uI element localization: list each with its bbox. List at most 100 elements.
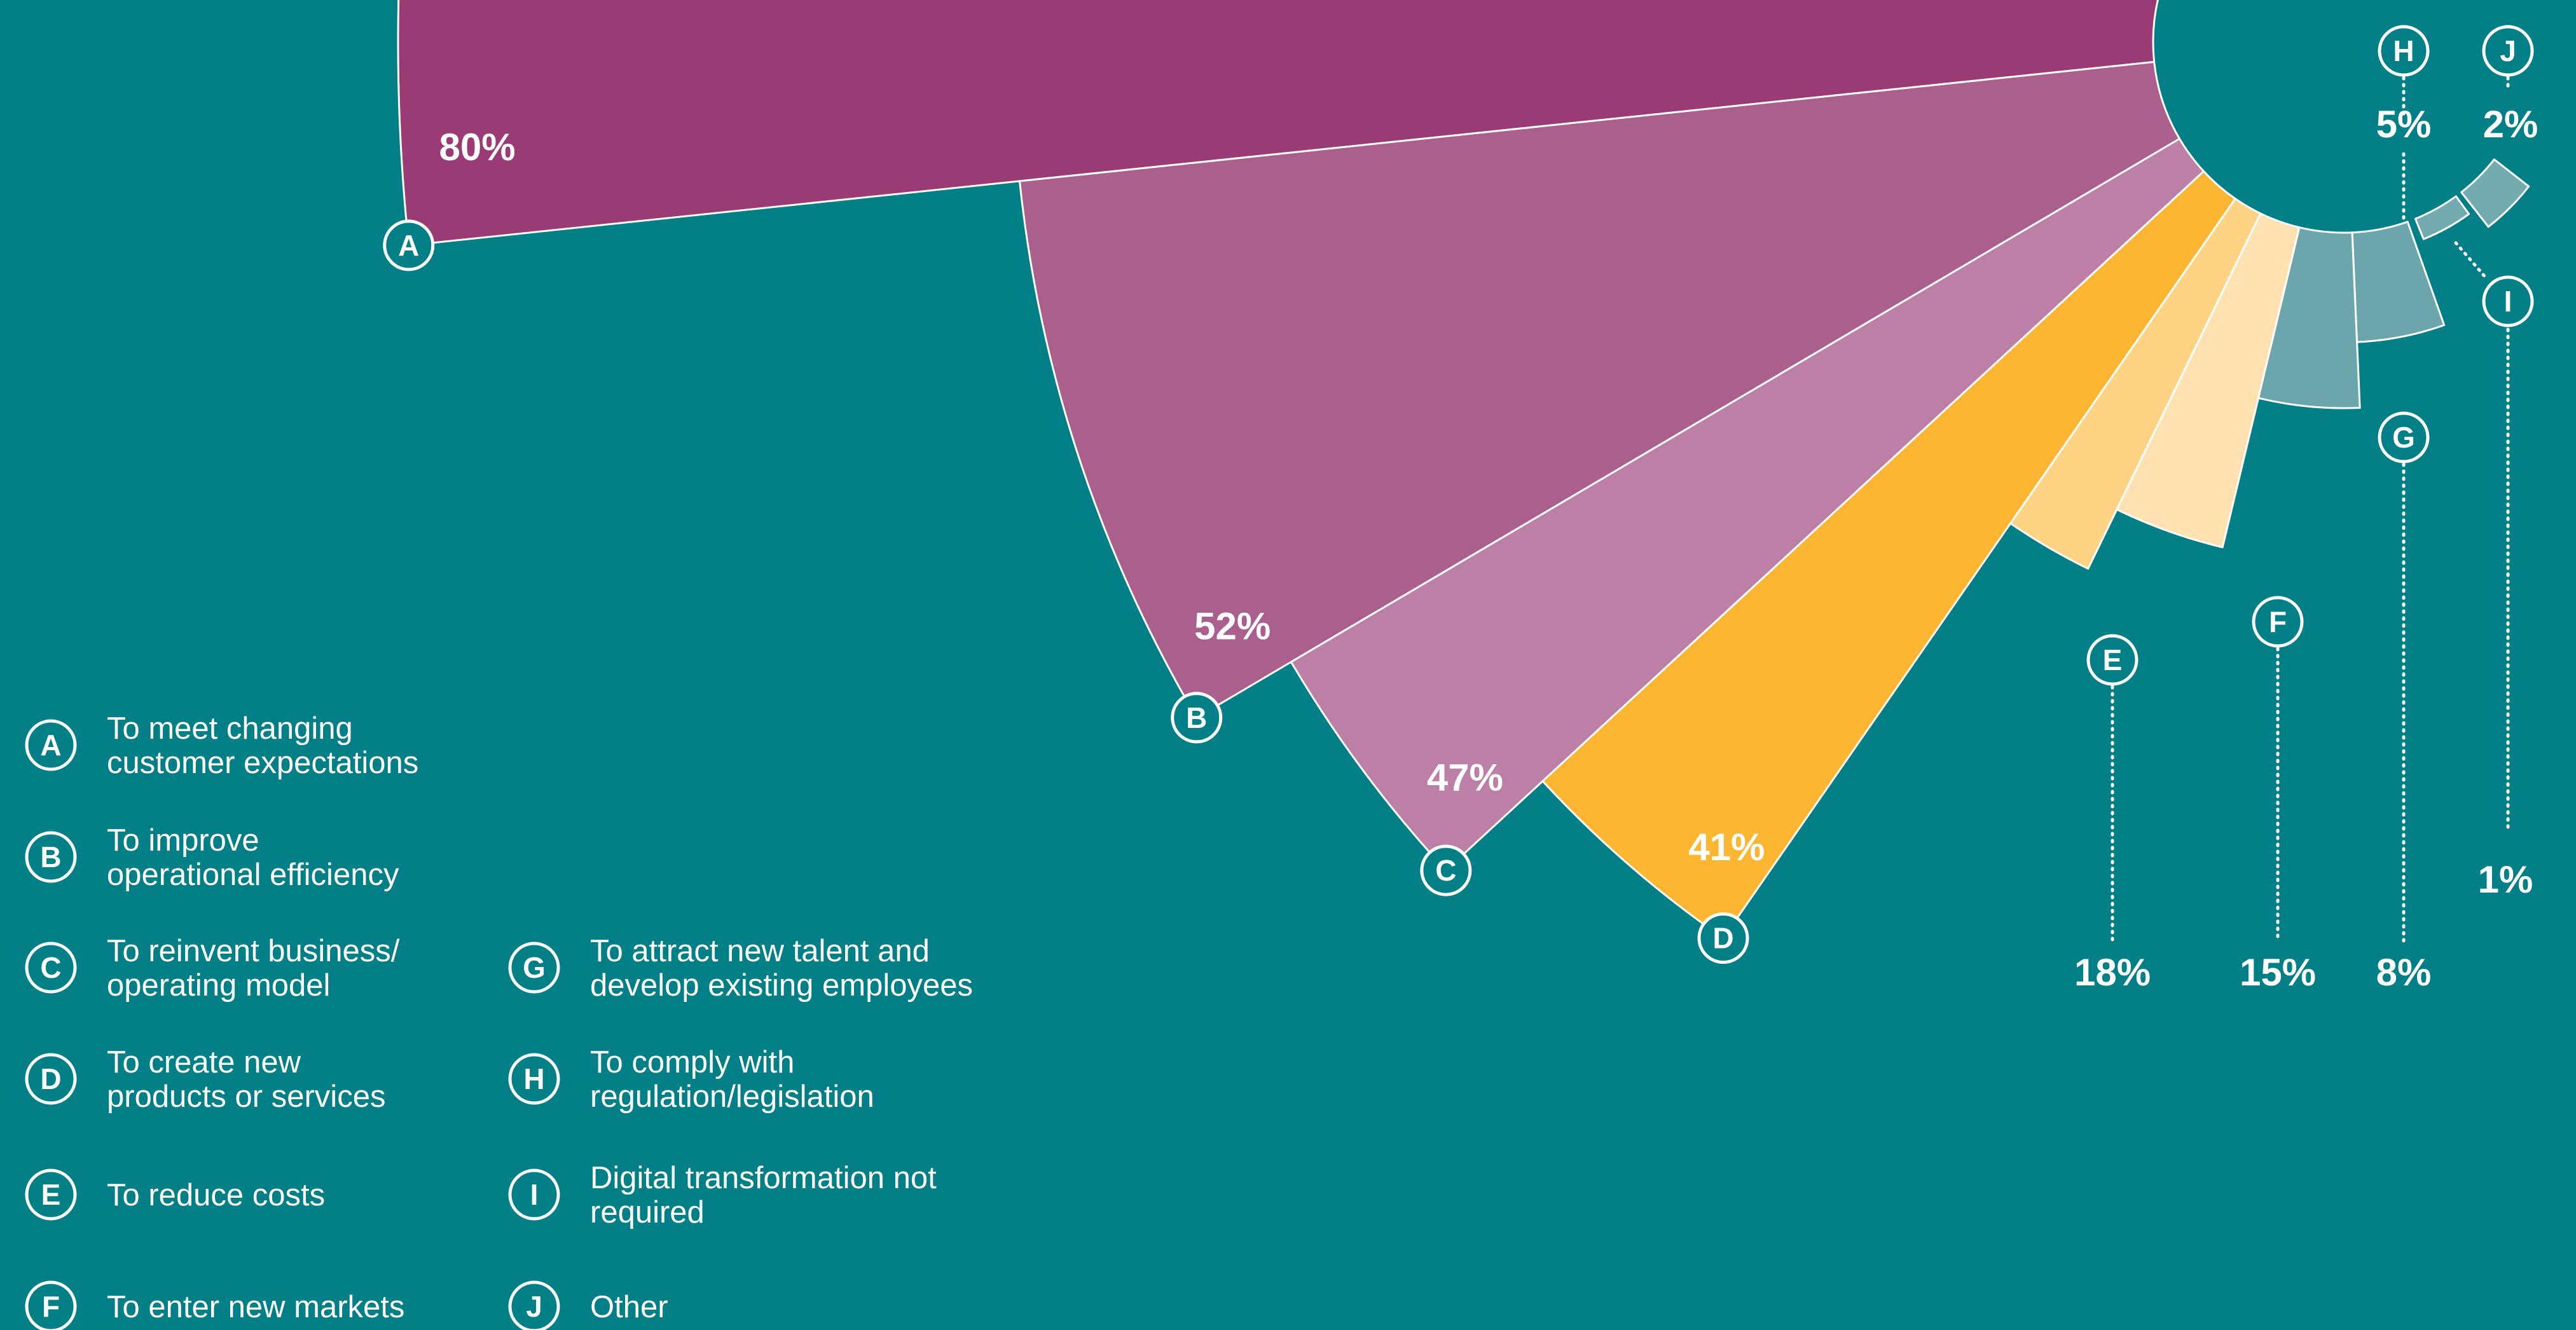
legend-badge-circle bbox=[25, 719, 77, 771]
badge-i: I bbox=[2482, 275, 2534, 327]
legend-badge-letter: F bbox=[42, 1290, 60, 1323]
legend-label: To comply with regulation/legislation bbox=[590, 1045, 874, 1114]
legend-label-line: required bbox=[590, 1195, 705, 1230]
badge-letter: I bbox=[2504, 285, 2512, 318]
badge-a: A bbox=[383, 219, 435, 271]
legend-badge-letter: E bbox=[41, 1178, 61, 1211]
legend-badge-circle bbox=[25, 831, 77, 883]
legend-badge-letter: A bbox=[40, 729, 61, 762]
callout-leaders bbox=[2111, 76, 2510, 943]
badge-letter: D bbox=[1712, 922, 1733, 955]
legend-label-line: products or services bbox=[107, 1080, 385, 1114]
legend-item-b: B To improve operational efficiency bbox=[25, 823, 399, 892]
legend-badge-letter: G bbox=[523, 951, 546, 984]
badge-d: D bbox=[1697, 912, 1749, 964]
legend-badge-circle bbox=[25, 1280, 77, 1330]
badge-letter: J bbox=[2500, 34, 2516, 67]
legend-badge-circle bbox=[508, 1280, 560, 1330]
badge-letter: F bbox=[2269, 605, 2287, 638]
legend-label-line: regulation/legislation bbox=[590, 1080, 874, 1114]
legend-label: To reduce costs bbox=[107, 1178, 325, 1212]
legend-badge-circle bbox=[508, 942, 560, 994]
value-label-f: 15% bbox=[2240, 951, 2316, 994]
legend-label-line: To reinvent business/ bbox=[107, 934, 400, 968]
sector-j bbox=[2460, 158, 2530, 228]
legend-item-a: A To meet changing customer expectations bbox=[25, 711, 418, 780]
legend-label: To create new products or services bbox=[107, 1045, 385, 1114]
legend-label: To attract new talent and develop existin… bbox=[590, 934, 973, 1003]
value-label-e: 18% bbox=[2074, 951, 2151, 994]
value-labels: 80% 52% 47% 41% 18% 15% 8% 5% 2% 1% bbox=[439, 103, 2538, 994]
badge-letter: G bbox=[2392, 421, 2415, 454]
legend-item-d: D To create new products or services bbox=[25, 1045, 385, 1114]
sector-i bbox=[2414, 195, 2470, 240]
badge-circle bbox=[2378, 411, 2430, 463]
value-label-c: 47% bbox=[1427, 757, 1503, 799]
legend-label-line: To create new bbox=[107, 1045, 301, 1080]
value-label-i: 1% bbox=[2478, 858, 2533, 901]
legend: A To meet changing customer expectations B T… bbox=[25, 711, 973, 1330]
sector-g bbox=[2257, 226, 2361, 409]
legend-label: To enter new markets bbox=[107, 1290, 404, 1324]
legend-badge-circle bbox=[25, 1169, 77, 1221]
legend-label: Digital transformation not required bbox=[590, 1161, 937, 1230]
sector-b bbox=[1018, 60, 2181, 719]
legend-label: To improve operational efficiency bbox=[107, 823, 399, 892]
sector-f bbox=[2116, 212, 2301, 549]
legend-item-g: G To attract new talent and develop existi… bbox=[508, 934, 973, 1003]
legend-label: To meet changing customer expectations bbox=[107, 711, 418, 780]
legend-label-line: To enter new markets bbox=[107, 1290, 404, 1324]
legend-label-line: To meet changing bbox=[107, 711, 353, 746]
legend-badge-circle bbox=[508, 1169, 560, 1221]
sector-badges: A B C D E F G H J I bbox=[383, 25, 2534, 964]
legend-label: Other bbox=[590, 1290, 668, 1324]
badge-letter: E bbox=[2103, 643, 2123, 676]
legend-badge-letter: C bbox=[40, 951, 61, 984]
legend-badge-circle bbox=[25, 942, 77, 994]
legend-badge-letter: J bbox=[526, 1290, 542, 1323]
badge-c: C bbox=[1420, 844, 1472, 896]
legend-item-f: F To enter new markets bbox=[25, 1280, 404, 1330]
badge-circle bbox=[1420, 844, 1472, 896]
sector-d bbox=[1541, 170, 2236, 940]
legend-label-line: To reduce costs bbox=[107, 1178, 325, 1212]
value-label-h: 5% bbox=[2376, 103, 2432, 146]
badge-circle bbox=[2482, 25, 2534, 77]
chart-sectors bbox=[397, 0, 2530, 940]
value-label-j: 2% bbox=[2483, 103, 2538, 146]
legend-badge-letter: I bbox=[530, 1178, 539, 1211]
badge-e: E bbox=[2086, 634, 2139, 686]
legend-label-line: Other bbox=[590, 1290, 668, 1324]
legend-label-line: operational efficiency bbox=[107, 858, 399, 892]
legend-badge-letter: D bbox=[40, 1062, 61, 1095]
leader-line bbox=[2454, 241, 2490, 282]
legend-badge-letter: H bbox=[523, 1062, 544, 1095]
sector-a bbox=[397, 0, 2159, 247]
sector-c bbox=[1290, 137, 2205, 872]
legend-item-e: E To reduce costs bbox=[25, 1169, 325, 1221]
legend-label-line: To comply with bbox=[590, 1045, 794, 1080]
badge-j: J bbox=[2482, 25, 2534, 77]
legend-badge-letter: B bbox=[40, 840, 61, 874]
legend-item-c: C To reinvent business/operating model bbox=[25, 934, 400, 1003]
legend-item-i: I Digital transformation not required bbox=[508, 1161, 937, 1230]
sector-h bbox=[2351, 221, 2446, 343]
legend-label-line: Digital transformation not bbox=[590, 1161, 937, 1195]
legend-badge-circle bbox=[508, 1053, 560, 1105]
badge-g: G bbox=[2378, 411, 2430, 463]
badge-circle bbox=[2086, 634, 2139, 686]
badge-letter: H bbox=[2393, 34, 2414, 67]
legend-label-line: To attract new talent and bbox=[590, 934, 930, 968]
badge-circle bbox=[2378, 25, 2430, 77]
badge-letter: A bbox=[398, 229, 419, 262]
value-label-b: 52% bbox=[1194, 605, 1271, 648]
legend-item-h: H To comply with regulation/legislation bbox=[508, 1045, 874, 1114]
badge-h: H bbox=[2378, 25, 2430, 77]
legend-label-line: develop existing employees bbox=[590, 968, 973, 1003]
legend-item-j: J Other bbox=[508, 1280, 668, 1330]
badge-circle bbox=[2252, 596, 2304, 648]
badge-circle bbox=[1171, 692, 1223, 744]
value-label-a: 80% bbox=[439, 126, 516, 168]
badge-f: F bbox=[2252, 596, 2304, 648]
